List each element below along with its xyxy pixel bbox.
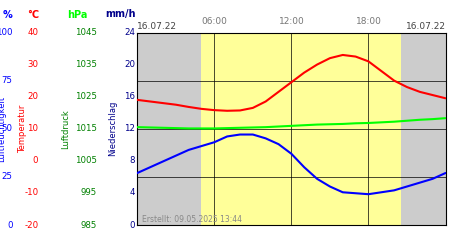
Text: 1025: 1025 bbox=[75, 92, 97, 101]
Text: 20: 20 bbox=[27, 92, 38, 101]
Text: 1035: 1035 bbox=[75, 60, 97, 69]
Text: 50: 50 bbox=[2, 124, 13, 133]
Bar bbox=[137, 32, 202, 225]
Text: 100: 100 bbox=[0, 28, 13, 37]
Text: mm/h: mm/h bbox=[106, 10, 136, 20]
Text: 985: 985 bbox=[81, 220, 97, 230]
Text: -10: -10 bbox=[24, 188, 38, 198]
Text: 1045: 1045 bbox=[75, 28, 97, 37]
Text: 8: 8 bbox=[130, 156, 135, 165]
Text: Luftdruck: Luftdruck bbox=[61, 109, 70, 148]
Text: 20: 20 bbox=[124, 60, 135, 69]
Text: 06:00: 06:00 bbox=[202, 17, 227, 26]
Bar bbox=[202, 32, 400, 225]
Text: °C: °C bbox=[27, 10, 39, 20]
Text: 1005: 1005 bbox=[75, 156, 97, 165]
Text: 0: 0 bbox=[7, 220, 13, 230]
Text: 18:00: 18:00 bbox=[356, 17, 382, 26]
Text: 16.07.22: 16.07.22 bbox=[405, 22, 446, 31]
Text: 16.07.22: 16.07.22 bbox=[137, 22, 177, 31]
Text: Temperatur: Temperatur bbox=[18, 104, 27, 153]
Text: 12: 12 bbox=[124, 124, 135, 133]
Text: hPa: hPa bbox=[68, 10, 88, 20]
Text: 30: 30 bbox=[27, 60, 38, 69]
Text: Niederschlag: Niederschlag bbox=[108, 101, 117, 156]
Text: 25: 25 bbox=[2, 172, 13, 182]
Text: 0: 0 bbox=[33, 156, 38, 165]
Text: Luftfeuchtigkeit: Luftfeuchtigkeit bbox=[0, 96, 6, 162]
Text: %: % bbox=[2, 10, 12, 20]
Bar bbox=[400, 32, 446, 225]
Text: 1015: 1015 bbox=[75, 124, 97, 133]
Text: 12:00: 12:00 bbox=[279, 17, 304, 26]
Text: 10: 10 bbox=[27, 124, 38, 133]
Text: 75: 75 bbox=[2, 76, 13, 85]
Text: 0: 0 bbox=[130, 220, 135, 230]
Text: 4: 4 bbox=[130, 188, 135, 198]
Text: 16: 16 bbox=[124, 92, 135, 101]
Text: Erstellt: 09.05.2025 13:44: Erstellt: 09.05.2025 13:44 bbox=[142, 215, 242, 224]
Text: -20: -20 bbox=[24, 220, 38, 230]
Text: 24: 24 bbox=[124, 28, 135, 37]
Text: 995: 995 bbox=[81, 188, 97, 198]
Text: 40: 40 bbox=[27, 28, 38, 37]
